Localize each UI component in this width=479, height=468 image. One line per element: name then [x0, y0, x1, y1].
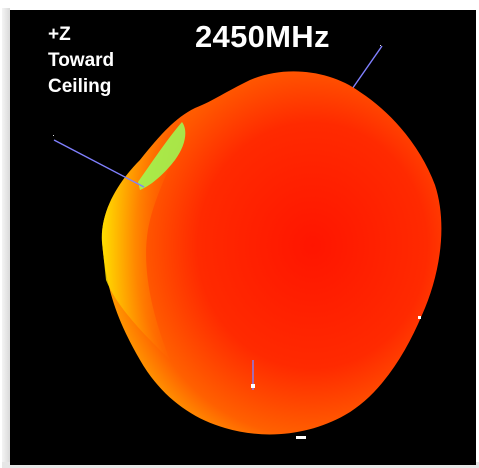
frequency-title: 2450MHz [195, 19, 330, 54]
main-lobe [101, 71, 442, 435]
axis-tick-bottom [251, 384, 255, 388]
radiation-pattern-3d: · · [52, 40, 442, 439]
axis-line-upper-right [349, 45, 383, 93]
radiation-pattern-viewport: · · +Z Toward Ceiling 2450MHz [10, 10, 476, 465]
z-axis-label-line3: Ceiling [48, 76, 112, 97]
z-axis-label-line1: +Z [48, 24, 71, 45]
lobe-left-sheen [101, 108, 195, 360]
axis-tick-lower [296, 436, 306, 439]
axis-line-upper-left [53, 139, 145, 188]
axis-tick-upper-left: · [52, 130, 55, 140]
lobe-green-patch [138, 122, 186, 190]
frame-shadow-left [2, 8, 10, 468]
z-axis-label: +Z Toward Ceiling [48, 22, 114, 100]
axis-tick-right [418, 316, 421, 319]
axis-tick-upper-right: · [379, 40, 382, 50]
frame-shadow-bottom [2, 462, 479, 468]
z-axis-label-line2: Toward [48, 50, 115, 71]
